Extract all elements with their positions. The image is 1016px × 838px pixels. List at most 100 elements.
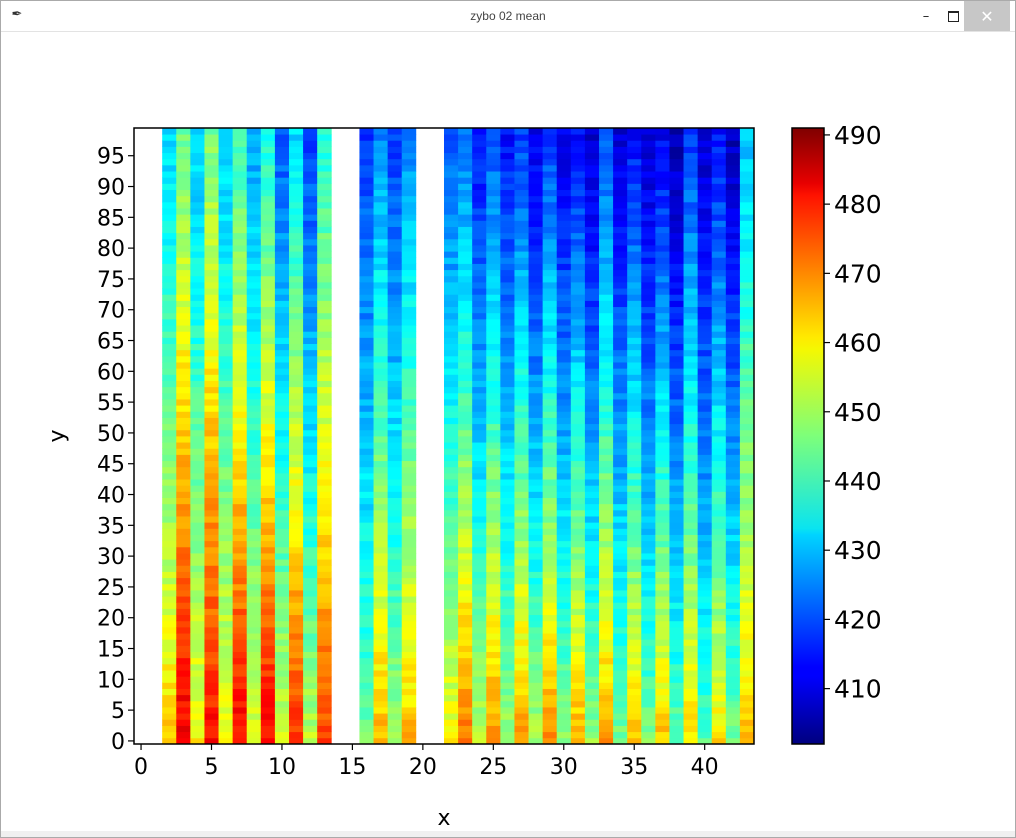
heatmap-cell bbox=[317, 306, 332, 314]
heatmap-cell bbox=[303, 509, 318, 517]
heatmap-cell bbox=[599, 208, 614, 215]
heatmap-cell bbox=[458, 571, 473, 579]
heatmap-cell bbox=[444, 423, 459, 431]
heatmap-cell bbox=[613, 663, 628, 671]
heatmap-cell bbox=[683, 583, 699, 591]
heatmap-cell bbox=[162, 312, 177, 320]
heatmap-cell bbox=[359, 386, 374, 394]
heatmap-cell bbox=[232, 479, 248, 486]
heatmap-cell bbox=[683, 663, 699, 671]
heatmap-cell bbox=[514, 177, 529, 184]
heatmap-cell bbox=[584, 620, 600, 628]
heatmap-cell bbox=[190, 282, 205, 289]
heatmap-cell bbox=[317, 269, 332, 277]
maximize-button[interactable] bbox=[938, 1, 968, 31]
heatmap-cell bbox=[359, 245, 374, 252]
heatmap-cell bbox=[556, 386, 572, 394]
heatmap-cell bbox=[303, 700, 318, 708]
heatmap-cell bbox=[444, 633, 459, 640]
heatmap-cell bbox=[641, 337, 656, 344]
heatmap-cell bbox=[289, 670, 304, 677]
heatmap-cell bbox=[303, 639, 318, 646]
heatmap-cell bbox=[387, 288, 403, 295]
title-bar[interactable]: ✒ zybo 02 mean – ✕ bbox=[1, 1, 1015, 32]
heatmap-cell bbox=[486, 282, 501, 289]
heatmap-cell bbox=[176, 516, 191, 523]
minimize-button[interactable]: – bbox=[911, 1, 941, 31]
heatmap-cell bbox=[725, 608, 741, 616]
heatmap-cell bbox=[401, 553, 417, 560]
heatmap-cell bbox=[655, 670, 670, 677]
colorbar-tick-label: 470 bbox=[834, 259, 882, 288]
heatmap-cell bbox=[514, 639, 529, 646]
heatmap-cell bbox=[246, 466, 262, 474]
heatmap-cell bbox=[176, 318, 191, 326]
heatmap-cell bbox=[711, 134, 727, 141]
heatmap-cell bbox=[613, 337, 628, 344]
heatmap-cell bbox=[317, 731, 332, 739]
heatmap-cell bbox=[739, 134, 755, 141]
heatmap-cell bbox=[274, 220, 290, 227]
heatmap-cell bbox=[260, 134, 276, 141]
heatmap-cell bbox=[683, 682, 699, 689]
heatmap-cell bbox=[584, 275, 600, 283]
heatmap-cell bbox=[232, 436, 248, 443]
heatmap-cell bbox=[246, 688, 262, 696]
heatmap-cell bbox=[570, 737, 586, 745]
heatmap-cell bbox=[317, 146, 332, 154]
heatmap-cell bbox=[289, 374, 304, 381]
heatmap-cell bbox=[246, 528, 262, 535]
heatmap-cell bbox=[711, 171, 727, 178]
heatmap-cell bbox=[246, 380, 262, 388]
heatmap-cell bbox=[387, 725, 403, 733]
heatmap-cell bbox=[190, 189, 205, 197]
heatmap-cell bbox=[641, 583, 656, 591]
heatmap-cell bbox=[725, 466, 741, 474]
heatmap-cell bbox=[401, 516, 417, 523]
close-button[interactable]: ✕ bbox=[964, 1, 1010, 31]
heatmap-cell bbox=[683, 590, 699, 597]
heatmap-cell bbox=[317, 719, 332, 726]
heatmap-cell bbox=[260, 399, 276, 406]
heatmap-cell bbox=[317, 171, 332, 178]
heatmap-cell bbox=[260, 626, 276, 634]
heatmap-cell bbox=[458, 522, 473, 529]
heatmap-cell bbox=[401, 707, 417, 714]
heatmap-cell bbox=[739, 405, 755, 412]
heatmap-cell bbox=[289, 448, 304, 455]
heatmap-cell bbox=[458, 694, 473, 702]
heatmap-cell bbox=[711, 257, 727, 264]
heatmap-cell bbox=[613, 546, 628, 554]
heatmap-cell bbox=[359, 583, 374, 591]
heatmap-cell bbox=[317, 226, 332, 234]
heatmap-cell bbox=[570, 232, 586, 240]
heatmap-cell bbox=[669, 688, 684, 696]
y-tick-label: 35 bbox=[97, 514, 125, 539]
heatmap-cell bbox=[627, 343, 642, 351]
heatmap-cell bbox=[260, 405, 276, 412]
heatmap-cell bbox=[387, 140, 403, 147]
heatmap-cell bbox=[655, 355, 670, 363]
heatmap-cell bbox=[697, 528, 713, 535]
heatmap-cell bbox=[725, 454, 741, 462]
heatmap-cell bbox=[725, 534, 741, 542]
heatmap-cell bbox=[232, 454, 248, 462]
heatmap-cell bbox=[274, 596, 290, 603]
heatmap-cell bbox=[683, 269, 699, 277]
heatmap-cell bbox=[711, 516, 727, 523]
heatmap-cell bbox=[739, 269, 755, 277]
heatmap-cell bbox=[190, 509, 205, 517]
heatmap-cell bbox=[373, 737, 389, 745]
heatmap-cell bbox=[387, 306, 403, 314]
heatmap-cell bbox=[641, 318, 656, 326]
heatmap-cell bbox=[204, 380, 219, 388]
heatmap-cell bbox=[739, 565, 755, 572]
heatmap-cell bbox=[373, 337, 389, 344]
heatmap-cell bbox=[570, 171, 586, 178]
heatmap-cell bbox=[373, 134, 389, 141]
heatmap-cell bbox=[739, 620, 755, 628]
heatmap-cell bbox=[289, 528, 304, 535]
heatmap-cell bbox=[542, 472, 558, 480]
heatmap-cell bbox=[514, 423, 529, 431]
heatmap-cell bbox=[387, 325, 403, 332]
